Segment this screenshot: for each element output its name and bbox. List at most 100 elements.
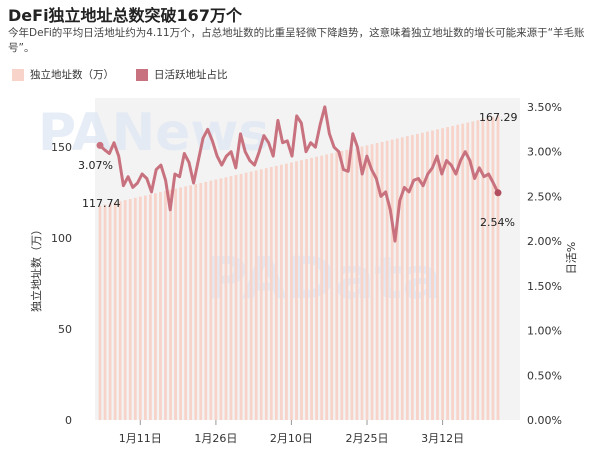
bar: [133, 197, 137, 420]
bar: [214, 179, 218, 420]
bar: [234, 175, 238, 420]
x-tick-label: 3月12日: [421, 432, 464, 445]
bar: [103, 204, 107, 420]
y-axis-label-left: 独立地址数（万）: [29, 224, 43, 312]
y-tick-right: 1.00%: [527, 325, 562, 338]
bar: [400, 137, 404, 420]
chart-subtitle: 今年DeFi的平均日活地址约为4.11万个，占总地址数的比重呈轻微下降趋势，这意…: [8, 27, 585, 54]
bar: [491, 116, 495, 420]
bar: [375, 143, 379, 421]
bar: [169, 189, 172, 420]
bar: [174, 188, 177, 420]
bar: [128, 198, 132, 420]
bar: [305, 159, 308, 420]
bar: [239, 173, 243, 420]
annotation-line-end: 2.54%: [480, 216, 515, 229]
bar: [496, 115, 500, 420]
bar: [274, 165, 278, 420]
bar: [285, 163, 288, 420]
bar: [148, 194, 152, 420]
bar: [315, 156, 319, 421]
y-tick-right: 2.50%: [527, 190, 562, 203]
line-start-point: [96, 141, 104, 149]
bar: [390, 139, 394, 420]
bar: [355, 147, 359, 421]
bar: [466, 122, 470, 420]
bar: [249, 171, 253, 420]
x-tick-label: 1月11日: [119, 432, 162, 445]
bar: [370, 144, 374, 420]
bar: [421, 132, 424, 420]
bar: [456, 124, 460, 420]
watermark-panews: PANews: [38, 103, 269, 163]
bar: [320, 155, 324, 420]
x-tick-label: 2月10日: [270, 432, 313, 445]
bar: [224, 177, 228, 420]
bar: [184, 186, 188, 420]
chart-title: DeFi独立地址总数突破167万个: [8, 6, 242, 25]
series-line-active-ratio: [98, 105, 500, 243]
y-tick-left: 150: [51, 141, 72, 154]
y-tick-right: 0.00%: [527, 414, 562, 427]
bar: [279, 164, 283, 420]
bar: [431, 130, 434, 420]
bar: [219, 178, 223, 420]
bar: [310, 157, 313, 420]
bar: [330, 153, 334, 420]
bar: [138, 196, 142, 420]
line-end-point: [494, 189, 502, 197]
annotation-bars-start: 117.74: [82, 197, 121, 210]
y-tick-left: 50: [58, 323, 72, 336]
bar: [108, 203, 112, 420]
bar: [345, 149, 349, 420]
x-tick-label: 1月26日: [194, 432, 237, 445]
bar: [189, 185, 193, 420]
y-tick-left: 100: [51, 232, 72, 245]
y-tick-right: 0.50%: [527, 369, 562, 382]
bar: [264, 168, 268, 420]
bar: [426, 131, 429, 420]
bar: [164, 190, 167, 420]
bar: [476, 120, 480, 420]
bar: [340, 151, 344, 421]
bar: [118, 201, 122, 420]
bar: [123, 200, 127, 420]
bar: [244, 172, 248, 420]
legend-swatch-line: [136, 68, 148, 81]
bar: [481, 119, 485, 420]
legend-item-active-ratio[interactable]: 日活跃地址占比: [136, 67, 228, 82]
bar: [446, 127, 449, 420]
bar: [259, 169, 263, 420]
bar: [113, 202, 117, 420]
bar: [395, 138, 399, 421]
bar: [436, 129, 439, 421]
legend-item-addresses[interactable]: 独立地址数（万）: [12, 67, 114, 82]
bar: [461, 123, 465, 421]
y-tick-right: 1.50%: [527, 280, 562, 293]
legend: 独立地址数（万） 日活跃地址占比: [12, 67, 228, 82]
bar: [254, 170, 258, 420]
bar: [350, 148, 354, 420]
bar: [194, 184, 198, 420]
bar: [471, 121, 475, 421]
bar: [229, 176, 233, 420]
bar: [295, 161, 298, 420]
bar: [416, 133, 419, 421]
bar: [179, 187, 182, 420]
bar: [98, 205, 102, 420]
y-tick-right: 3.00%: [527, 146, 562, 159]
bar: [290, 162, 293, 420]
bar: [380, 141, 384, 420]
y-tick-left: 0: [65, 414, 72, 427]
bar: [385, 140, 389, 420]
bar: [486, 117, 490, 420]
bar: [365, 145, 369, 420]
legend-swatch-bars: [12, 68, 24, 81]
bar: [300, 160, 303, 420]
legend-label-active-ratio: 日活跃地址占比: [154, 69, 228, 81]
bar: [360, 146, 364, 420]
annotation-line-start: 3.07%: [78, 159, 113, 172]
bar: [204, 181, 208, 420]
bar: [269, 167, 273, 420]
